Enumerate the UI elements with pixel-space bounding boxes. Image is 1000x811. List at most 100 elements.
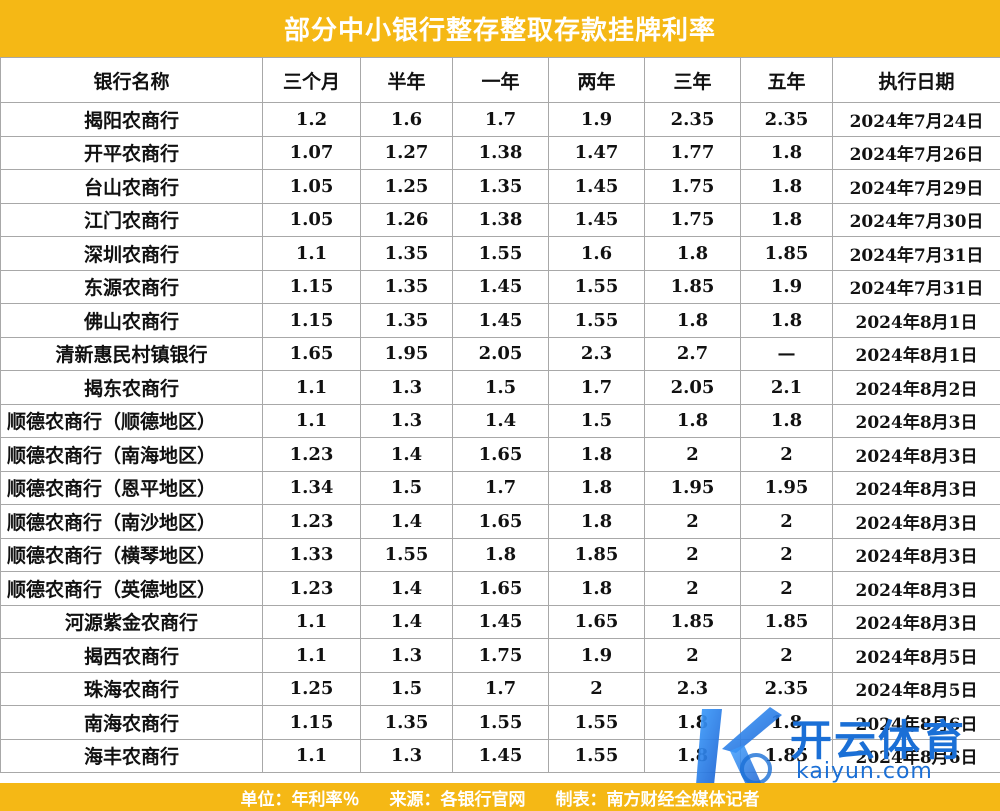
cell-1-year: 1.35	[452, 169, 549, 204]
cell-bank-name: 顺德农商行（南海地区）	[0, 437, 263, 472]
table-row: 顺德农商行（南海地区） 1.23 1.4 1.65 1.8 2 2 2024年8月3日	[0, 437, 1000, 472]
cell-2-year: 1.5	[548, 403, 645, 438]
table-row: 深圳农商行 1.1 1.35 1.55 1.6 1.8 1.85 2024年7月31日	[0, 236, 1000, 271]
cell-effective-date: 2024年7月31日	[832, 269, 1000, 304]
cell-bank-name: 清新惠民村镇银行	[0, 336, 263, 371]
cell-bank-name: 深圳农商行	[0, 236, 263, 271]
cell-3-month: 1.23	[262, 504, 361, 539]
cell-effective-date: 2024年8月3日	[832, 537, 1000, 572]
cell-bank-name: 江门农商行	[0, 202, 263, 237]
cell-1-year: 1.4	[452, 403, 549, 438]
cell-3-year: 1.75	[644, 169, 741, 204]
table-row: 揭西农商行 1.1 1.3 1.75 1.9 2 2 2024年8月5日	[0, 638, 1000, 673]
cell-2-year: 1.8	[548, 571, 645, 606]
cell-1-year: 1.45	[452, 269, 549, 304]
cell-6-month: 1.5	[360, 470, 453, 505]
cell-3-month: 1.2	[262, 102, 361, 137]
cell-3-year: 2.7	[644, 336, 741, 371]
header-effective-date: 执行日期	[832, 57, 1000, 103]
header-row: 银行名称 三个月 半年 一年 两年 三年 五年 执行日期	[0, 57, 1000, 103]
cell-2-year: 1.8	[548, 504, 645, 539]
cell-3-month: 1.65	[262, 336, 361, 371]
cell-1-year: 1.45	[452, 303, 549, 338]
cell-6-month: 1.3	[360, 738, 453, 773]
cell-3-year: 2	[644, 504, 741, 539]
cell-6-month: 1.4	[360, 604, 453, 639]
cell-bank-name: 河源紫金农商行	[0, 604, 263, 639]
cell-5-year: 1.8	[740, 135, 833, 170]
cell-bank-name: 顺德农商行（南沙地区）	[0, 504, 263, 539]
cell-6-month: 1.4	[360, 437, 453, 472]
cell-bank-name: 台山农商行	[0, 169, 263, 204]
cell-3-year: 2.05	[644, 370, 741, 405]
cell-2-year: 1.45	[548, 202, 645, 237]
cell-5-year: 1.8	[740, 303, 833, 338]
footer-maker: 制表：南方财经全媒体记者	[555, 789, 760, 810]
cell-effective-date: 2024年8月1日	[832, 303, 1000, 338]
cell-5-year: 1.8	[740, 403, 833, 438]
cell-3-month: 1.23	[262, 437, 361, 472]
cell-3-month: 1.1	[262, 738, 361, 773]
cell-3-year: 1.77	[644, 135, 741, 170]
cell-3-year: 1.75	[644, 202, 741, 237]
table-row: 江门农商行 1.05 1.26 1.38 1.45 1.75 1.8 2024年7月30日	[0, 202, 1000, 237]
cell-2-year: 2.3	[548, 336, 645, 371]
cell-5-year: 1.85	[740, 236, 833, 271]
cell-5-year: 2.35	[740, 671, 833, 706]
cell-6-month: 1.35	[360, 705, 453, 740]
cell-6-month: 1.95	[360, 336, 453, 371]
table-row: 佛山农商行 1.15 1.35 1.45 1.55 1.8 1.8 2024年8月1日	[0, 303, 1000, 338]
cell-5-year: 1.95	[740, 470, 833, 505]
cell-6-month: 1.5	[360, 671, 453, 706]
cell-1-year: 1.7	[452, 102, 549, 137]
footer-source: 来源：各银行官网	[389, 789, 526, 810]
cell-6-month: 1.35	[360, 303, 453, 338]
table-row: 开平农商行 1.07 1.27 1.38 1.47 1.77 1.8 2024年7月26日	[0, 135, 1000, 170]
cell-bank-name: 佛山农商行	[0, 303, 263, 338]
cell-effective-date: 2024年8月3日	[832, 571, 1000, 606]
cell-2-year: 1.9	[548, 102, 645, 137]
cell-1-year: 1.75	[452, 638, 549, 673]
cell-5-year: 1.9	[740, 269, 833, 304]
cell-3-year: 1.8	[644, 303, 741, 338]
cell-effective-date: 2024年8月3日	[832, 604, 1000, 639]
cell-3-month: 1.15	[262, 269, 361, 304]
cell-6-month: 1.3	[360, 370, 453, 405]
header-2-year: 两年	[548, 57, 645, 103]
footer-unit: 单位：年利率％	[240, 789, 360, 810]
cell-3-year: 2	[644, 638, 741, 673]
header-6-month: 半年	[360, 57, 453, 103]
table-row: 顺德农商行（英德地区） 1.23 1.4 1.65 1.8 2 2 2024年8月3日	[0, 571, 1000, 606]
cell-6-month: 1.35	[360, 236, 453, 271]
cell-effective-date: 2024年7月30日	[832, 202, 1000, 237]
table-row: 顺德农商行（南沙地区） 1.23 1.4 1.65 1.8 2 2 2024年8月3日	[0, 504, 1000, 539]
cell-3-month: 1.1	[262, 370, 361, 405]
cell-effective-date: 2024年8月1日	[832, 336, 1000, 371]
header-3-year: 三年	[644, 57, 741, 103]
header-3-month: 三个月	[262, 57, 361, 103]
cell-bank-name: 顺德农商行（恩平地区）	[0, 470, 263, 505]
table-row: 台山农商行 1.05 1.25 1.35 1.45 1.75 1.8 2024年7月29日	[0, 169, 1000, 204]
cell-bank-name: 珠海农商行	[0, 671, 263, 706]
cell-bank-name: 揭东农商行	[0, 370, 263, 405]
cell-bank-name: 南海农商行	[0, 705, 263, 740]
cell-3-month: 1.05	[262, 202, 361, 237]
cell-3-year: 1.95	[644, 470, 741, 505]
cell-3-year: 2.35	[644, 102, 741, 137]
header-1-year: 一年	[452, 57, 549, 103]
cell-2-year: 1.7	[548, 370, 645, 405]
rate-table: 银行名称 三个月 半年 一年 两年 三年 五年 执行日期 揭阳农商行 1.2 1.6…	[0, 57, 1000, 773]
cell-3-year: 2	[644, 537, 741, 572]
header-bank-name: 银行名称	[0, 57, 263, 103]
cell-6-month: 1.3	[360, 403, 453, 438]
cell-3-month: 1.23	[262, 571, 361, 606]
cell-3-month: 1.33	[262, 537, 361, 572]
cell-effective-date: 2024年8月3日	[832, 403, 1000, 438]
cell-6-month: 1.55	[360, 537, 453, 572]
cell-2-year: 1.8	[548, 437, 645, 472]
cell-bank-name: 顺德农商行（横琴地区）	[0, 537, 263, 572]
cell-2-year: 1.65	[548, 604, 645, 639]
cell-5-year: 1.8	[740, 705, 833, 740]
table-row: 南海农商行 1.15 1.35 1.55 1.55 1.8 1.8 2024年8月6日	[0, 705, 1000, 740]
